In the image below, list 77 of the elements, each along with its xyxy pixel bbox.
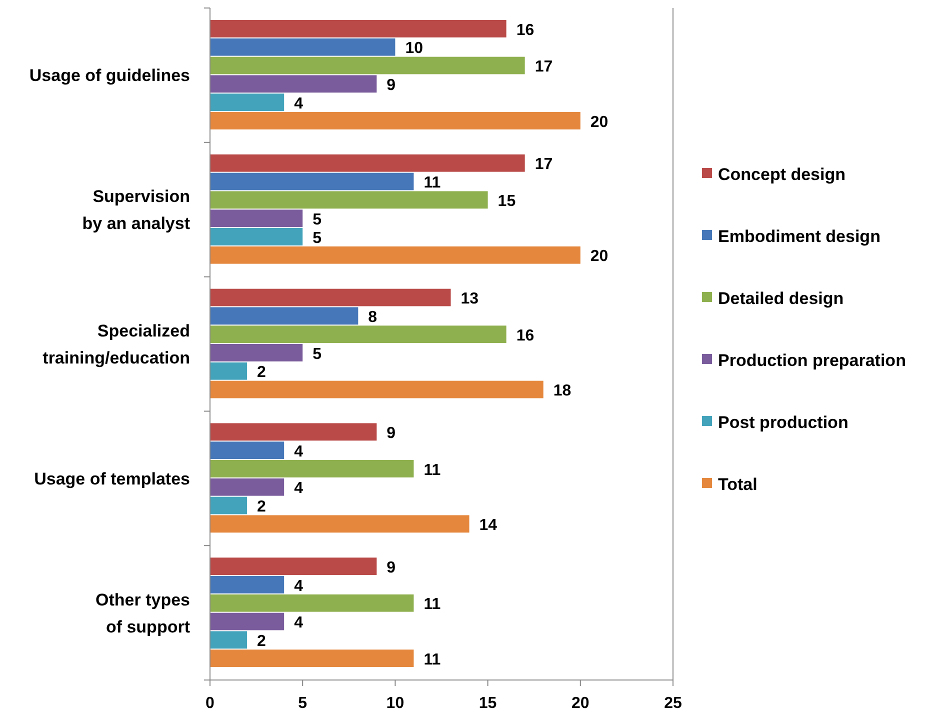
bar xyxy=(210,558,377,575)
bar xyxy=(210,154,525,172)
data-label: 18 xyxy=(553,382,572,400)
bar xyxy=(210,594,414,612)
data-label: 5 xyxy=(312,230,322,247)
x-tick-label: 0 xyxy=(206,695,215,712)
legend-label: Production preparation xyxy=(718,350,906,370)
bar xyxy=(210,442,284,459)
bar xyxy=(210,362,248,380)
legend-label: Concept design xyxy=(718,164,846,184)
bar xyxy=(210,576,284,594)
bar xyxy=(210,515,470,533)
data-label: 5 xyxy=(312,211,322,228)
legend-label: Detailed design xyxy=(718,288,844,308)
legend-label: Post production xyxy=(718,412,848,432)
x-tick-label: 10 xyxy=(386,695,404,712)
x-tick-label: 5 xyxy=(298,695,308,712)
bar xyxy=(210,112,580,130)
data-label: 11 xyxy=(424,596,441,614)
x-tick-label: 20 xyxy=(572,695,590,712)
bar xyxy=(210,478,284,496)
data-label: 11 xyxy=(424,174,441,192)
bar xyxy=(210,496,248,514)
bar xyxy=(210,246,580,264)
bar xyxy=(210,380,544,398)
bar xyxy=(210,94,284,111)
data-label: 17 xyxy=(534,156,553,174)
bar xyxy=(210,631,248,649)
bar xyxy=(210,56,525,74)
data-label: 2 xyxy=(257,498,266,516)
data-label: 11 xyxy=(424,462,441,479)
bar xyxy=(210,210,303,227)
data-label: 20 xyxy=(590,114,608,131)
bar xyxy=(210,307,358,325)
bar xyxy=(210,75,377,93)
bar xyxy=(210,191,488,209)
data-label: 9 xyxy=(386,425,396,442)
data-label: 2 xyxy=(257,633,266,650)
data-label: 9 xyxy=(386,77,396,94)
data-label: 15 xyxy=(498,193,516,210)
legend-label: Total xyxy=(718,474,758,494)
data-label: 4 xyxy=(294,578,304,595)
data-label: 4 xyxy=(294,614,304,632)
data-label: 10 xyxy=(405,40,424,58)
bar xyxy=(210,326,506,343)
bar xyxy=(210,38,396,56)
data-label: 4 xyxy=(294,443,304,460)
data-label: 4 xyxy=(294,480,304,498)
data-label: 14 xyxy=(479,517,498,534)
x-tick-label: 25 xyxy=(664,695,682,712)
data-label: 5 xyxy=(312,346,322,363)
bar xyxy=(210,172,414,190)
legend-label: Embodiment design xyxy=(718,226,880,246)
x-tick-label: 15 xyxy=(478,695,497,712)
bar xyxy=(210,288,451,306)
data-label: 16 xyxy=(516,327,534,344)
data-label: 16 xyxy=(516,22,534,39)
data-label: 9 xyxy=(386,559,396,576)
data-label: 11 xyxy=(424,651,441,668)
y-tick-label: Usage of templates xyxy=(34,469,190,488)
y-tick-label: Usage of guidelines xyxy=(29,66,190,86)
bar xyxy=(210,423,377,441)
bar xyxy=(210,612,284,630)
bar xyxy=(210,228,303,246)
data-label: 20 xyxy=(590,248,608,266)
y-tick-label: Supervision by an analyst xyxy=(82,187,190,234)
data-label: 8 xyxy=(368,309,378,326)
bar xyxy=(210,650,414,667)
y-tick-label: Specialized training/education xyxy=(42,322,190,368)
data-label: 2 xyxy=(257,364,266,382)
bar xyxy=(210,344,303,362)
data-label: 13 xyxy=(460,290,479,308)
data-label: 4 xyxy=(294,95,304,112)
data-label: 17 xyxy=(534,58,553,76)
y-tick-label: Other types of support xyxy=(96,590,190,636)
bar xyxy=(210,20,506,38)
bar xyxy=(210,460,414,478)
